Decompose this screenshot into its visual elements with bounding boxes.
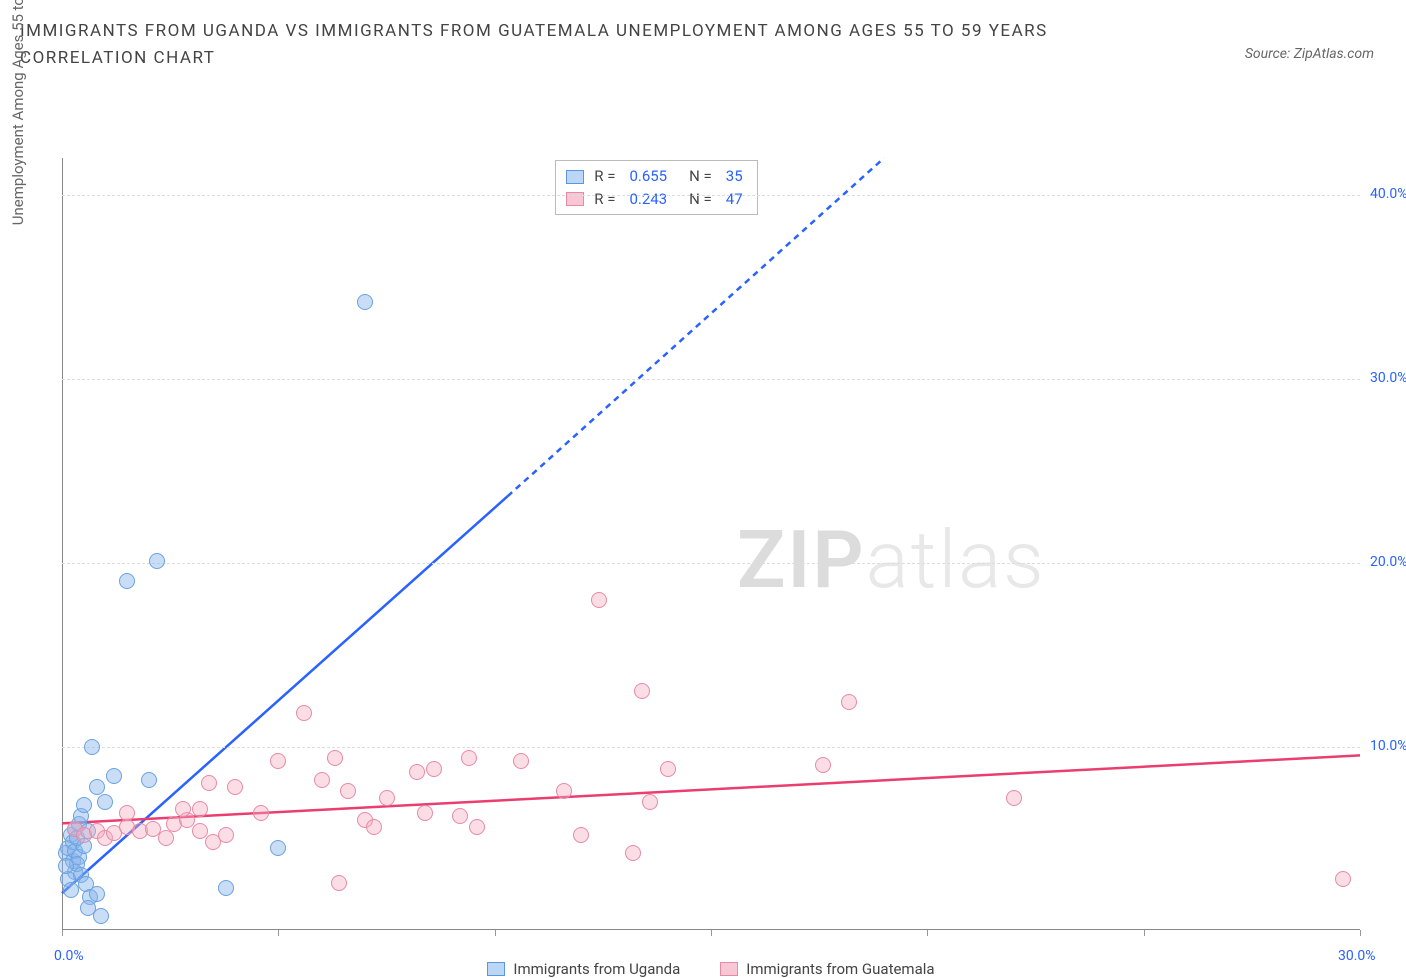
x-tick [1360, 930, 1361, 936]
legend-swatch [720, 962, 738, 976]
legend-item: Immigrants from Uganda [487, 960, 680, 978]
data-point [227, 779, 243, 795]
data-point [573, 827, 589, 843]
data-point [270, 840, 286, 856]
data-point [461, 750, 477, 766]
x-tick-label: 0.0% [54, 948, 84, 964]
data-point [357, 294, 373, 310]
stats-row: R = 0.243 N = 47 [566, 188, 746, 211]
x-tick [1144, 930, 1145, 936]
data-point [841, 694, 857, 710]
data-point [314, 772, 330, 788]
stat-r-label: R = [594, 165, 615, 188]
chart-title: IMMIGRANTS FROM UGANDA VS IMMIGRANTS FRO… [20, 18, 1140, 72]
data-point [89, 779, 105, 795]
data-point [119, 805, 135, 821]
data-point [270, 753, 286, 769]
stats-row: R = 0.655 N = 35 [566, 165, 746, 188]
data-point [296, 705, 312, 721]
x-tick [278, 930, 279, 936]
data-point [660, 761, 676, 777]
x-tick [927, 930, 928, 936]
y-tick-label: 40.0% [1370, 186, 1406, 202]
data-point [513, 753, 529, 769]
data-point [106, 768, 122, 784]
data-point [591, 592, 607, 608]
y-tick-label: 30.0% [1370, 370, 1406, 386]
data-point [556, 783, 572, 799]
data-point [1006, 790, 1022, 806]
data-point [417, 805, 433, 821]
stat-n-label: N = [689, 165, 712, 188]
data-point [97, 794, 113, 810]
data-point [89, 886, 105, 902]
legend-swatch [566, 170, 584, 184]
y-tick-label: 10.0% [1370, 738, 1406, 754]
stat-r-value: 0.243 [629, 188, 667, 211]
watermark: ZIPatlas [737, 513, 1046, 607]
data-point [149, 553, 165, 569]
data-point [218, 880, 234, 896]
data-point [452, 808, 468, 824]
data-point [1335, 871, 1351, 887]
stat-r-value: 0.655 [629, 165, 667, 188]
stat-n-value: 47 [726, 188, 743, 211]
data-point [409, 764, 425, 780]
data-point [642, 794, 658, 810]
watermark-light: atlas [866, 513, 1046, 607]
data-point [625, 845, 641, 861]
stat-n-value: 35 [726, 165, 743, 188]
legend-label: Immigrants from Guatemala [746, 960, 934, 978]
data-point [93, 908, 109, 924]
data-point [331, 875, 347, 891]
data-point [379, 790, 395, 806]
data-point [158, 830, 174, 846]
y-axis-label: Unemployment Among Ages 55 to 59 years [9, 0, 27, 226]
y-axis-line [62, 158, 63, 930]
y-tick-label: 20.0% [1370, 554, 1406, 570]
gridline-h [62, 195, 1360, 196]
data-point [426, 761, 442, 777]
series-legend: Immigrants from Uganda Immigrants from Gu… [62, 960, 1360, 978]
stats-legend-box: R = 0.655 N = 35 R = 0.243 N = 47 [555, 160, 757, 215]
data-point [192, 801, 208, 817]
data-point [469, 819, 485, 835]
data-point [327, 750, 343, 766]
data-point [815, 757, 831, 773]
stat-n-label: N = [689, 188, 712, 211]
gridline-h [62, 747, 1360, 748]
stat-r-label: R = [594, 188, 615, 211]
x-tick-label: 30.0% [1338, 948, 1376, 964]
data-point [84, 739, 100, 755]
legend-label: Immigrants from Uganda [513, 960, 680, 978]
data-point [76, 797, 92, 813]
x-tick [495, 930, 496, 936]
data-point [340, 783, 356, 799]
x-tick [711, 930, 712, 936]
data-point [175, 801, 191, 817]
x-tick [62, 930, 63, 936]
data-point [201, 775, 217, 791]
data-point [218, 827, 234, 843]
data-point [141, 772, 157, 788]
data-point [119, 573, 135, 589]
gridline-h [62, 563, 1360, 564]
legend-swatch [487, 962, 505, 976]
data-point [63, 882, 79, 898]
watermark-bold: ZIP [737, 513, 866, 607]
data-point [253, 805, 269, 821]
gridline-h [62, 379, 1360, 380]
source-attribution: Source: ZipAtlas.com [1245, 18, 1386, 62]
data-point [58, 858, 74, 874]
plot-area: ZIPatlas R =0.655N =35R =0.243N =47 Immi… [62, 158, 1360, 930]
data-point [634, 683, 650, 699]
legend-item: Immigrants from Guatemala [720, 960, 934, 978]
data-point [366, 819, 382, 835]
